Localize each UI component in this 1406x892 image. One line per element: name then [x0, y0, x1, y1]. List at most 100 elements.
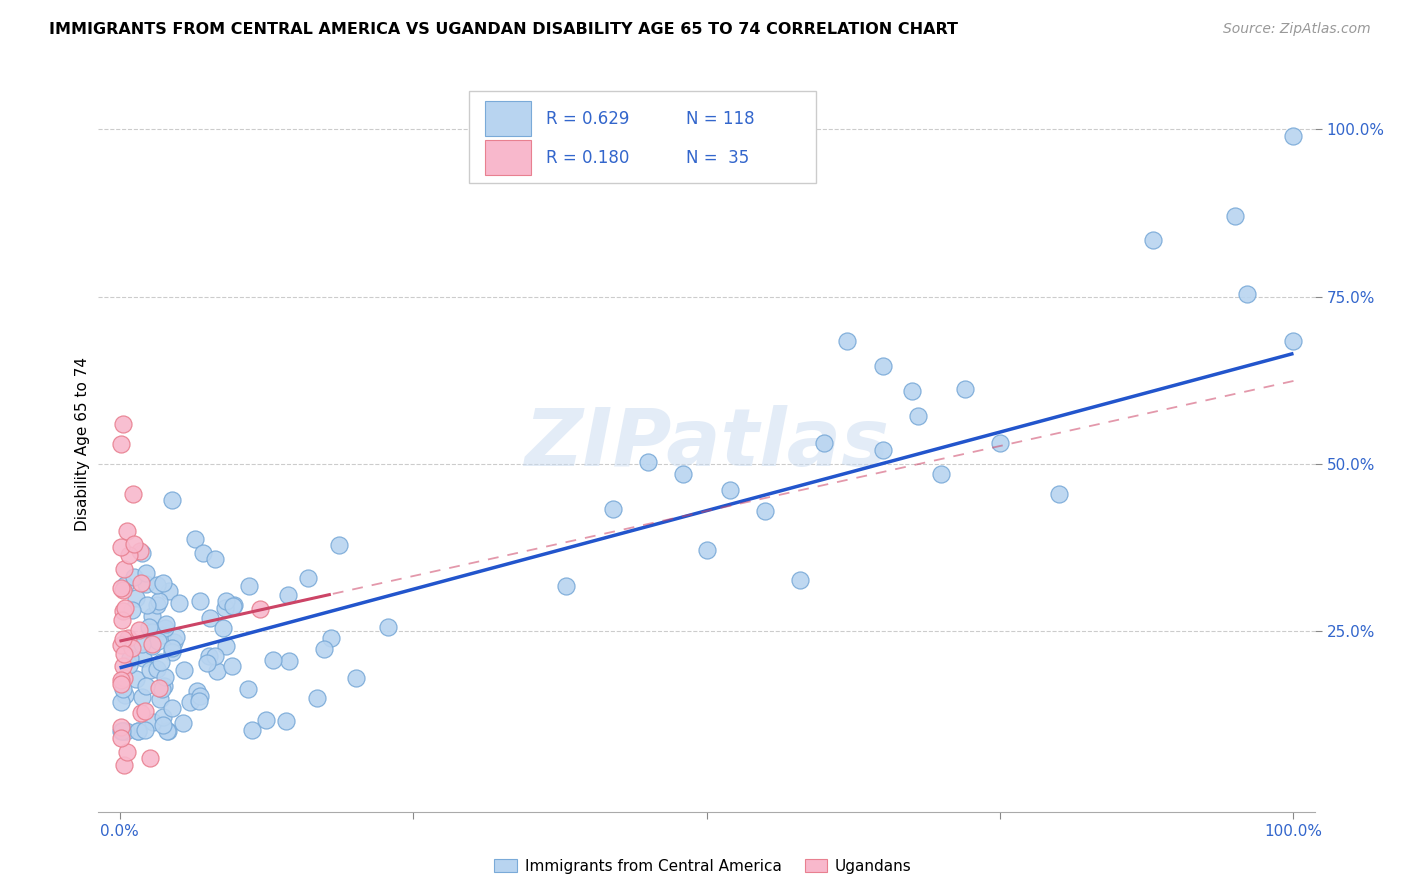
Point: [148, 594, 170, 608]
Point: [813, 436, 835, 450]
Text: R = 0.629: R = 0.629: [546, 110, 630, 128]
Point: [157, 584, 180, 599]
Point: [377, 620, 399, 634]
Point: [110, 436, 132, 450]
Point: [139, 663, 162, 677]
Point: [277, 588, 299, 602]
Point: [142, 714, 165, 729]
Point: [110, 695, 132, 709]
Point: [901, 384, 924, 399]
Point: [112, 682, 135, 697]
Point: [160, 701, 183, 715]
Point: [111, 724, 134, 739]
Point: [160, 492, 183, 507]
Point: [110, 581, 132, 595]
Point: [129, 706, 152, 721]
Point: [262, 653, 284, 667]
Point: [153, 670, 176, 684]
Point: [114, 578, 136, 592]
Point: [131, 546, 153, 560]
Point: [637, 454, 659, 468]
Point: [165, 630, 187, 644]
Point: [112, 758, 135, 772]
Point: [222, 599, 245, 613]
Point: [110, 724, 132, 739]
Point: [155, 616, 177, 631]
Point: [135, 679, 157, 693]
Point: [112, 417, 135, 431]
Point: [139, 751, 162, 765]
Point: [118, 548, 141, 562]
Point: [157, 724, 180, 739]
Point: [117, 524, 139, 538]
Point: [297, 571, 319, 585]
Point: [122, 570, 145, 584]
Point: [221, 658, 243, 673]
Point: [152, 718, 174, 732]
Point: [988, 435, 1011, 450]
Y-axis label: Disability Age 65 to 74: Disability Age 65 to 74: [75, 357, 90, 531]
Text: N =  35: N = 35: [686, 148, 749, 167]
Point: [1047, 486, 1070, 500]
Point: [122, 536, 145, 550]
Point: [125, 672, 148, 686]
Point: [254, 713, 277, 727]
Point: [110, 638, 132, 652]
Point: [696, 542, 718, 557]
Point: [112, 647, 135, 661]
Text: IMMIGRANTS FROM CENTRAL AMERICA VS UGANDAN DISABILITY AGE 65 TO 74 CORRELATION C: IMMIGRANTS FROM CENTRAL AMERICA VS UGAND…: [49, 22, 959, 37]
Point: [153, 679, 176, 693]
Point: [134, 723, 156, 737]
Point: [188, 594, 211, 608]
Point: [112, 562, 135, 576]
Point: [198, 648, 221, 663]
Point: [125, 591, 148, 605]
Point: [148, 681, 170, 695]
Point: [131, 637, 153, 651]
Text: Source: ZipAtlas.com: Source: ZipAtlas.com: [1223, 22, 1371, 37]
Point: [149, 692, 172, 706]
Point: [276, 714, 298, 729]
Text: N = 118: N = 118: [686, 110, 755, 128]
FancyBboxPatch shape: [485, 101, 531, 136]
Point: [872, 359, 894, 373]
Legend: Immigrants from Central America, Ugandans: Immigrants from Central America, Ugandan…: [488, 853, 918, 880]
Point: [118, 650, 141, 665]
Point: [118, 636, 141, 650]
Point: [277, 654, 299, 668]
Point: [115, 744, 138, 758]
Point: [344, 671, 367, 685]
Point: [112, 672, 135, 686]
Point: [163, 635, 186, 649]
Point: [789, 574, 811, 588]
Point: [115, 724, 138, 739]
Point: [186, 684, 208, 698]
Point: [112, 724, 135, 739]
Point: [150, 681, 173, 696]
Point: [602, 502, 624, 516]
Point: [754, 504, 776, 518]
Point: [110, 673, 132, 687]
Point: [1223, 209, 1246, 223]
Point: [152, 710, 174, 724]
Point: [169, 596, 191, 610]
Point: [1236, 286, 1258, 301]
Point: [110, 540, 132, 554]
Point: [238, 580, 260, 594]
Point: [112, 583, 135, 598]
Point: [195, 656, 218, 670]
Point: [127, 724, 149, 739]
Point: [127, 724, 149, 739]
Point: [319, 631, 342, 645]
Point: [718, 483, 741, 497]
Point: [128, 623, 150, 637]
Point: [136, 598, 159, 612]
Point: [135, 566, 157, 580]
Point: [135, 576, 157, 591]
Point: [1282, 334, 1305, 348]
Text: R = 0.180: R = 0.180: [546, 148, 630, 167]
Point: [129, 543, 152, 558]
Point: [118, 658, 141, 673]
Point: [138, 620, 160, 634]
Point: [150, 628, 173, 642]
